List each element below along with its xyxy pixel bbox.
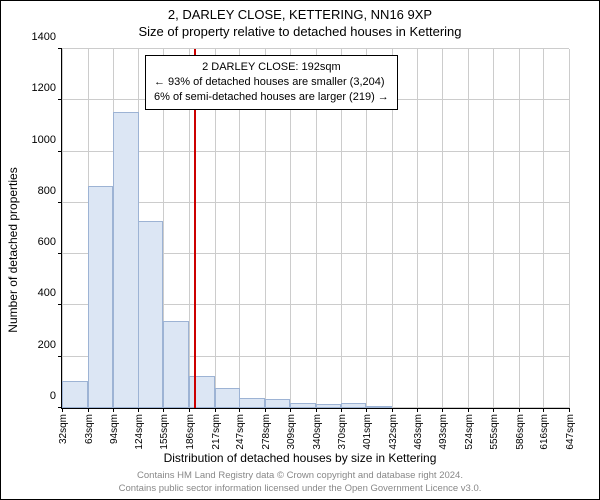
xtick-label: 124sqm	[134, 408, 145, 450]
histogram-bar	[138, 221, 164, 408]
xtick-label: 616sqm	[539, 408, 550, 450]
ytick-label: 600	[38, 236, 62, 248]
gridline-v	[62, 49, 63, 408]
ytick-label: 200	[38, 339, 62, 351]
xtick-label: 493sqm	[438, 408, 449, 450]
histogram-bar	[163, 321, 189, 408]
page-title: 2, DARLEY CLOSE, KETTERING, NN16 9XP	[1, 1, 599, 22]
histogram-bar	[189, 376, 215, 408]
annotation-line3: 6% of semi-detached houses are larger (2…	[154, 90, 389, 105]
xtick-label: 155sqm	[159, 408, 170, 450]
page-subtitle: Size of property relative to detached ho…	[1, 22, 599, 39]
xtick-label: 278sqm	[261, 408, 272, 450]
histogram-bar	[113, 112, 139, 408]
xtick-label: 555sqm	[489, 408, 500, 450]
histogram-bar	[316, 404, 342, 408]
xtick-label: 586sqm	[515, 408, 526, 450]
y-axis-label: Number of detached properties	[6, 85, 20, 250]
chart-container: 2, DARLEY CLOSE, KETTERING, NN16 9XP Siz…	[0, 0, 600, 500]
histogram-bar	[341, 403, 367, 408]
xtick-label: 217sqm	[211, 408, 222, 450]
xtick-label: 524sqm	[464, 408, 475, 450]
histogram-bar	[239, 398, 265, 408]
xtick-label: 432sqm	[388, 408, 399, 450]
ytick-label: 1000	[32, 134, 62, 146]
chart-area: 020040060080010001200140032sqm63sqm94sqm…	[61, 49, 569, 409]
histogram-bar	[366, 406, 392, 408]
xtick-label: 463sqm	[413, 408, 424, 450]
xtick-label: 186sqm	[185, 408, 196, 450]
gridline-v	[468, 49, 469, 408]
histogram-bar	[215, 388, 241, 409]
gridline-v	[519, 49, 520, 408]
histogram-bar	[265, 399, 291, 408]
xtick-label: 247sqm	[235, 408, 246, 450]
footer-line1: Contains HM Land Registry data © Crown c…	[1, 470, 599, 482]
gridline-v	[543, 49, 544, 408]
ytick-label: 400	[38, 287, 62, 299]
ytick-label: 1400	[32, 31, 62, 43]
ytick-label: 800	[38, 185, 62, 197]
ytick-label: 0	[50, 390, 62, 402]
annotation-box: 2 DARLEY CLOSE: 192sqm ← 93% of detached…	[145, 55, 398, 110]
x-axis-label: Distribution of detached houses by size …	[1, 451, 599, 465]
footer-text: Contains HM Land Registry data © Crown c…	[1, 470, 599, 495]
xtick-label: 401sqm	[362, 408, 373, 450]
xtick-label: 32sqm	[58, 408, 69, 444]
xtick-label: 63sqm	[84, 408, 95, 444]
xtick-label: 340sqm	[312, 408, 323, 450]
annotation-line1: 2 DARLEY CLOSE: 192sqm	[154, 60, 389, 75]
histogram-bar	[62, 381, 88, 408]
gridline-v	[442, 49, 443, 408]
histogram-bar	[88, 186, 114, 408]
histogram-bar	[290, 403, 316, 408]
annotation-line2: ← 93% of detached houses are smaller (3,…	[154, 75, 389, 90]
gridline-v	[569, 49, 570, 408]
xtick-label: 370sqm	[337, 408, 348, 450]
xtick-label: 94sqm	[109, 408, 120, 444]
footer-line2: Contains public sector information licen…	[1, 483, 599, 495]
xtick-label: 647sqm	[565, 408, 576, 450]
gridline-v	[493, 49, 494, 408]
gridline-v	[417, 49, 418, 408]
xtick-label: 309sqm	[286, 408, 297, 450]
ytick-label: 1200	[32, 82, 62, 94]
